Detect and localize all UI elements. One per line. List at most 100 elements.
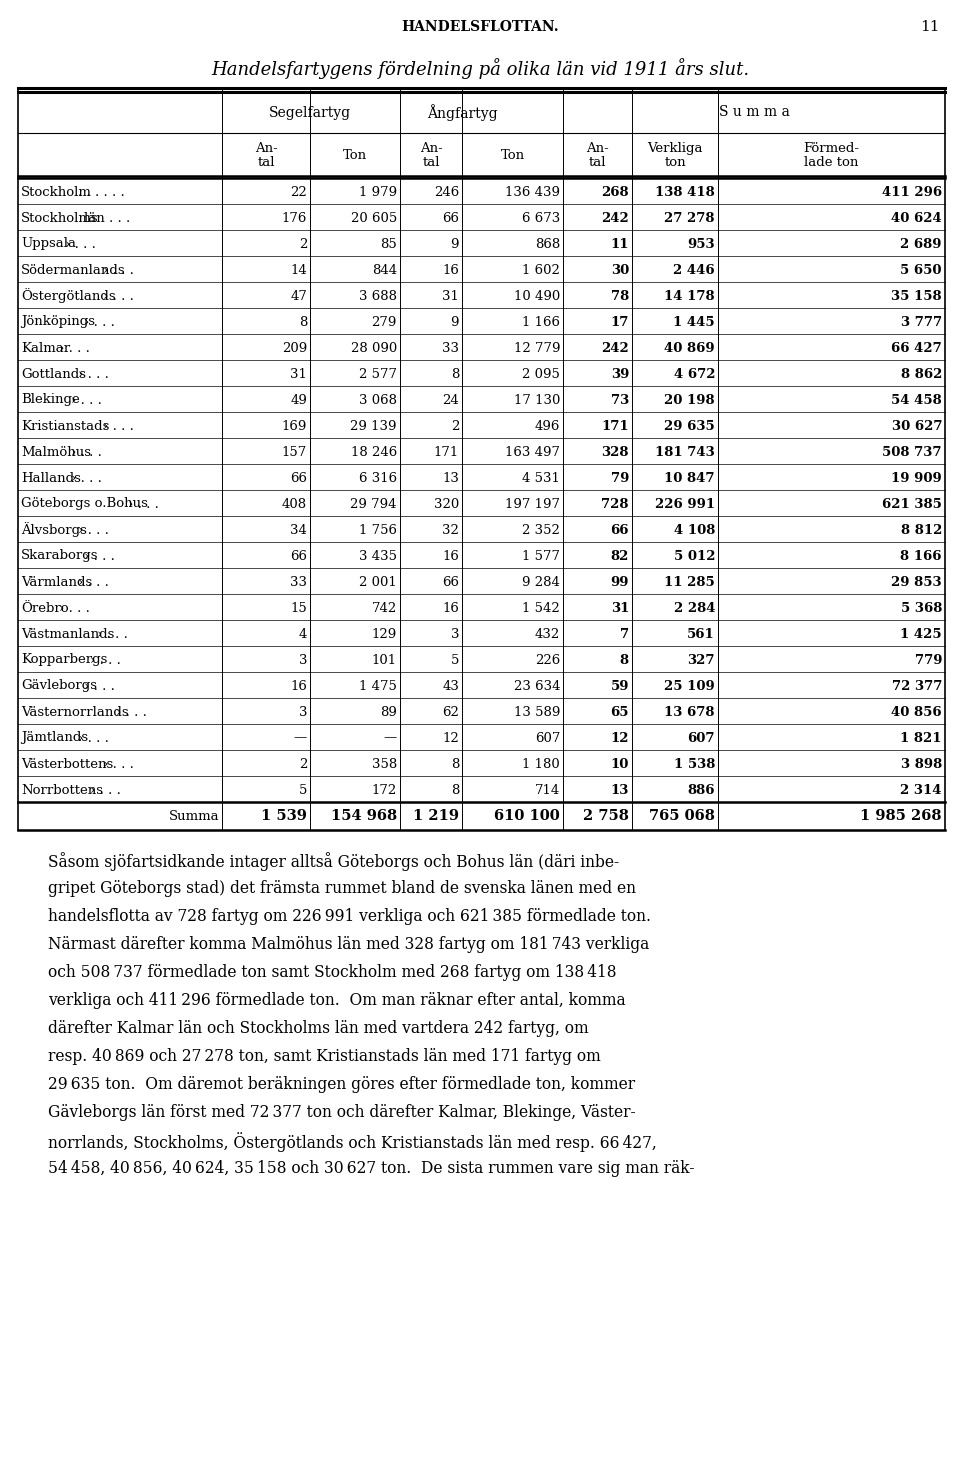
Text: län . . .: län . . . [84,211,131,224]
Text: › . . .: › . . . [84,679,115,692]
Text: 844: 844 [372,264,397,276]
Text: Verkliga: Verkliga [647,142,703,155]
Text: › . . .: › . . . [115,706,146,719]
Text: 432: 432 [535,627,560,641]
Text: och 508 737 förmedlade ton samt Stockholm med 268 fartyg om 138 418: och 508 737 förmedlade ton samt Stockhol… [48,964,616,982]
Text: lade ton: lade ton [804,156,858,168]
Text: 411 296: 411 296 [882,186,942,198]
Text: 320: 320 [434,497,459,511]
Text: 1 542: 1 542 [522,602,560,614]
Text: › . . .: › . . . [78,524,108,536]
Text: 66: 66 [442,576,459,589]
Text: › . . .: › . . . [84,316,115,329]
Text: 10 847: 10 847 [664,471,715,484]
Text: 6 673: 6 673 [521,211,560,224]
Text: 10 490: 10 490 [514,289,560,303]
Text: 607: 607 [535,732,560,744]
Text: 16: 16 [443,602,459,614]
Text: Västerbottens: Västerbottens [21,757,113,770]
Text: › . . .: › . . . [78,368,108,381]
Text: HANDELSFLOTTAN.: HANDELSFLOTTAN. [401,21,559,34]
Text: 8: 8 [450,757,459,770]
Text: 138 418: 138 418 [656,186,715,198]
Text: verkliga och 411 296 förmedlade ton.  Om man räknar efter antal, komma: verkliga och 411 296 förmedlade ton. Om … [48,992,626,1010]
Text: 14 178: 14 178 [664,289,715,303]
Text: 2: 2 [299,238,307,251]
Text: 358: 358 [372,757,397,770]
Text: 10: 10 [611,757,629,770]
Text: 171: 171 [601,419,629,432]
Text: 2 758: 2 758 [583,809,629,824]
Text: 39: 39 [611,368,629,381]
Text: 29 853: 29 853 [892,576,942,589]
Text: 9: 9 [450,316,459,329]
Text: 728: 728 [602,497,629,511]
Text: 11: 11 [611,238,629,251]
Text: 886: 886 [687,784,715,797]
Text: 1 602: 1 602 [522,264,560,276]
Text: 31: 31 [290,368,307,381]
Text: Södermanlands: Södermanlands [21,264,126,276]
Text: An-: An- [420,142,443,155]
Text: 610 100: 610 100 [494,809,560,824]
Text: 6 316: 6 316 [359,471,397,484]
Text: 1 539: 1 539 [261,809,307,824]
Text: 66: 66 [442,211,459,224]
Text: 3 688: 3 688 [359,289,397,303]
Text: 78: 78 [611,289,629,303]
Text: 20 605: 20 605 [350,211,397,224]
Text: 327: 327 [687,654,715,667]
Text: › . . .: › . . . [78,576,108,589]
Text: 31: 31 [611,602,629,614]
Text: 13 678: 13 678 [664,706,715,719]
Text: › . . .: › . . . [78,732,108,744]
Text: 496: 496 [535,419,560,432]
Text: 66 427: 66 427 [891,341,942,354]
Text: 868: 868 [535,238,560,251]
Text: 1 985 268: 1 985 268 [860,809,942,824]
Text: norrlands, Stockholms, Östergötlands och Kristianstads län med resp. 66 427,: norrlands, Stockholms, Östergötlands och… [48,1132,657,1151]
Text: 23 634: 23 634 [514,679,560,692]
Text: 9: 9 [450,238,459,251]
Text: Stockholm: Stockholm [21,186,92,198]
Text: Örebro: Örebro [21,602,68,614]
Text: tal: tal [588,156,607,168]
Text: 29 635 ton.  Om däremot beräkningen göres efter förmedlade ton, kommer: 29 635 ton. Om däremot beräkningen göres… [48,1076,636,1094]
Text: 279: 279 [372,316,397,329]
Text: 49: 49 [290,394,307,406]
Text: 3 435: 3 435 [359,549,397,562]
Text: —: — [384,732,397,744]
Text: 66: 66 [290,471,307,484]
Text: 408: 408 [282,497,307,511]
Text: Närmast därefter komma Malmöhus län med 328 fartyg om 181 743 verkliga: Närmast därefter komma Malmöhus län med … [48,936,649,953]
Text: 27 278: 27 278 [664,211,715,224]
Text: 209: 209 [281,341,307,354]
Text: 28 090: 28 090 [350,341,397,354]
Text: 8 812: 8 812 [900,524,942,536]
Text: Handelsfartygens fördelning på olika län vid 1911 års slut.: Handelsfartygens fördelning på olika län… [211,58,749,78]
Text: 7: 7 [620,627,629,641]
Text: 779: 779 [915,654,942,667]
Text: › . . .: › . . . [71,394,103,406]
Text: 171: 171 [434,446,459,459]
Text: 8: 8 [450,784,459,797]
Text: 1 180: 1 180 [522,757,560,770]
Text: 3: 3 [299,706,307,719]
Text: 5 012: 5 012 [674,549,715,562]
Text: 2: 2 [450,419,459,432]
Text: Gävleborgs: Gävleborgs [21,679,97,692]
Text: 30 627: 30 627 [892,419,942,432]
Text: Summa: Summa [168,809,219,822]
Text: 1 979: 1 979 [359,186,397,198]
Text: 176: 176 [281,211,307,224]
Text: ton: ton [664,156,685,168]
Text: 1 577: 1 577 [522,549,560,562]
Text: därefter Kalmar län och Stockholms län med vartdera 242 fartyg, om: därefter Kalmar län och Stockholms län m… [48,1020,588,1038]
Text: Västernorrlands: Västernorrlands [21,706,129,719]
Text: Jämtlands: Jämtlands [21,732,88,744]
Text: 163 497: 163 497 [505,446,560,459]
Text: › . . .: › . . . [103,757,133,770]
Text: 12: 12 [443,732,459,744]
Text: 2 689: 2 689 [900,238,942,251]
Text: 29 139: 29 139 [350,419,397,432]
